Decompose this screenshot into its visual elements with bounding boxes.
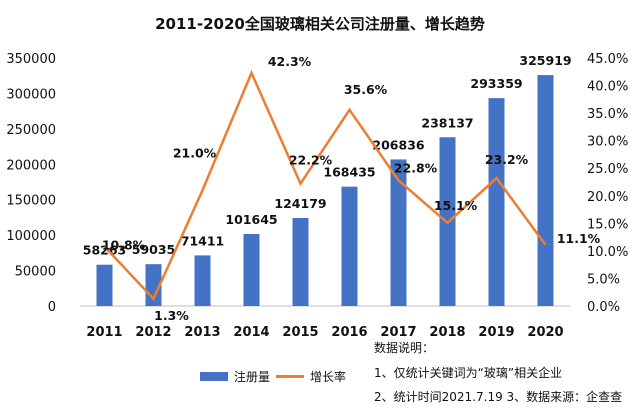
y-right-tick-label: 30.0% <box>587 135 628 150</box>
growth-rate-line <box>103 69 547 302</box>
y-left-tick-label: 0 <box>48 300 56 315</box>
line-data-label: 35.6% <box>344 82 388 97</box>
bar-data-label: 206836 <box>372 137 424 152</box>
legend-line-swatch <box>276 375 304 378</box>
y-right-tick-label: 10.0% <box>587 245 628 260</box>
bar <box>243 233 260 306</box>
bar-data-label: 293359 <box>470 76 522 91</box>
bar-data-label: 168435 <box>323 165 375 180</box>
x-tick-label: 2015 <box>282 325 318 340</box>
bar <box>341 186 358 306</box>
y-right-tick-label: 0.0% <box>587 300 620 315</box>
y-right-tick-label: 40.0% <box>587 80 628 95</box>
line-data-label: 21.0% <box>173 145 217 160</box>
x-tick-label: 2017 <box>380 325 416 340</box>
legend-label-registrations: 注册量 <box>234 370 271 384</box>
x-tick-label: 2019 <box>478 325 514 340</box>
bar <box>537 75 554 306</box>
y-right-tick-label: 45.0% <box>587 52 628 67</box>
legend-label-growth: 增长率 <box>310 370 347 384</box>
y-right-tick-label: 25.0% <box>587 162 628 177</box>
line-data-label: 11.1% <box>557 231 601 246</box>
notes-line-1: 1、仅统计关键词为“玻璃”相关企业 <box>374 366 563 380</box>
bar-data-label: 325919 <box>519 53 571 68</box>
bar-data-label: 124179 <box>274 196 326 211</box>
legend-bar-swatch <box>200 372 228 381</box>
legend-item-growth: 增长率 <box>276 368 346 385</box>
bar <box>96 264 113 306</box>
y-left-tick-label: 250000 <box>6 123 56 138</box>
bar-data-label: 71411 <box>181 233 225 248</box>
bar <box>194 255 211 306</box>
y-left-tick-label: 350000 <box>6 52 56 67</box>
y-left-tick-label: 300000 <box>6 87 56 102</box>
legend-item-registrations: 注册量 <box>200 368 270 385</box>
notes-heading: 数据说明： <box>374 341 435 355</box>
line-data-label: 42.3% <box>268 54 312 69</box>
y-left-tick-label: 100000 <box>6 229 56 244</box>
x-tick-label: 2012 <box>135 325 171 340</box>
line-data-label: 10.8% <box>102 237 146 252</box>
y-right-tick-label: 35.0% <box>587 107 628 122</box>
bar-data-label: 58263 <box>83 243 127 258</box>
line-data-label: 22.8% <box>394 160 438 175</box>
x-tick-label: 2014 <box>233 325 269 340</box>
y-right-tick-label: 20.0% <box>587 190 628 205</box>
y-left-tick-label: 200000 <box>6 158 56 173</box>
x-tick-label: 2018 <box>429 325 465 340</box>
x-tick-label: 2013 <box>184 325 220 340</box>
line-data-label: 22.2% <box>289 153 333 168</box>
bar-data-label: 238137 <box>421 115 473 130</box>
line-data-label: 1.3% <box>154 308 189 323</box>
line-data-label: 15.1% <box>434 198 478 213</box>
y-right-tick-label: 5.0% <box>587 272 620 287</box>
bar <box>292 218 309 306</box>
bar <box>488 98 505 307</box>
y-left-tick-label: 50000 <box>15 265 56 280</box>
x-tick-label: 2020 <box>527 325 563 340</box>
x-tick-label: 2016 <box>331 325 367 340</box>
bar-data-label: 59035 <box>132 242 176 257</box>
notes-line-2: 2、统计时间2021.7.19 3、数据来源：企查查 <box>374 390 623 404</box>
bar-data-label: 101645 <box>225 212 277 227</box>
y-left-tick-label: 150000 <box>6 194 56 209</box>
chart-title: 2011-2020全国玻璃相关公司注册量、增长趋势 <box>155 15 485 33</box>
bar <box>390 159 407 306</box>
x-tick-label: 2011 <box>86 325 122 340</box>
y-right-tick-label: 15.0% <box>587 217 628 232</box>
line-data-label: 23.2% <box>485 152 529 167</box>
